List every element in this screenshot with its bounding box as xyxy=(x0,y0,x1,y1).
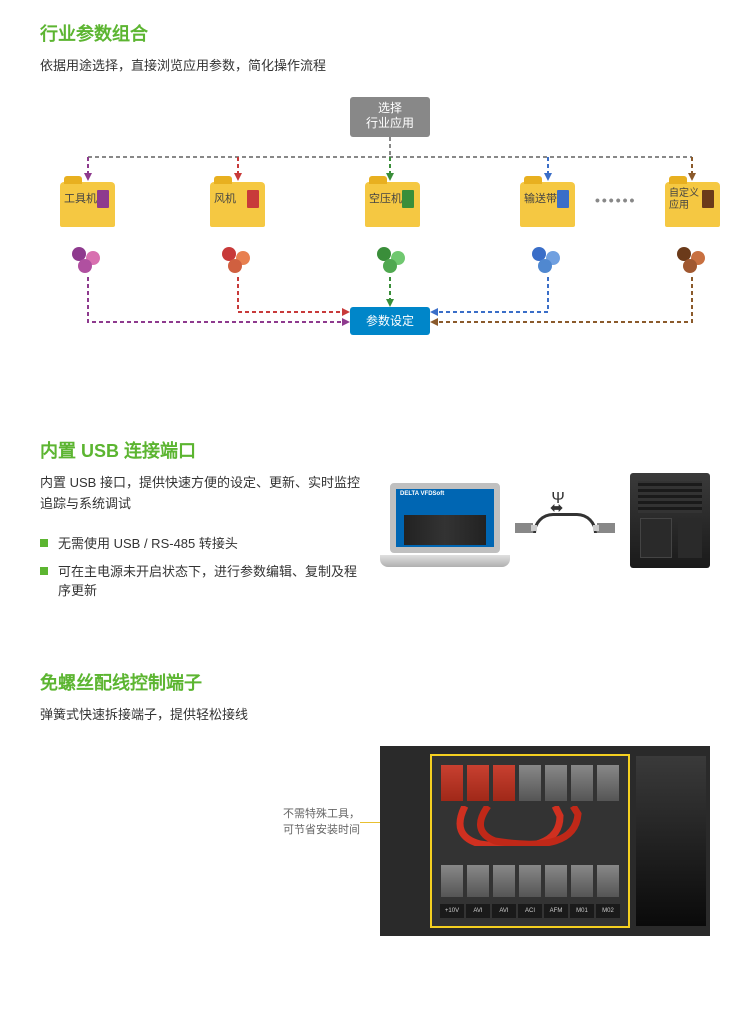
terminal-top-block-1 xyxy=(466,764,490,802)
section-usb-port: 内置 USB 连接端口 内置 USB 接口，提供快速方便的设定、更新、实时监控追… xyxy=(40,437,710,609)
usb-text-block: 内置 USB 接口，提供快速方便的设定、更新、实时监控追踪与系统调试 无需使用 … xyxy=(40,473,360,609)
dot-cluster-1 xyxy=(222,247,252,272)
ellipsis-dots: •••••• xyxy=(595,192,636,208)
terminal-top-block-4 xyxy=(544,764,568,802)
section3-title: 免螺丝配线控制端子 xyxy=(40,669,710,695)
dot-cluster-3 xyxy=(532,247,562,272)
folder-label-2: 空压机 xyxy=(365,190,420,206)
usb-connection-illustration: DELTA VFDSoft ⬌Ψ xyxy=(380,473,710,593)
vfd-drive-icon xyxy=(630,473,710,568)
terminal-top-block-0 xyxy=(440,764,464,802)
bottom-box-param-setting: 参数设定 xyxy=(350,307,430,335)
terminal-bot-block-4 xyxy=(544,864,568,898)
laptop-software-label: DELTA VFDSoft xyxy=(400,491,444,497)
section2-title: 内置 USB 连接端口 xyxy=(40,437,710,463)
terminal-top-block-2 xyxy=(492,764,516,802)
terminal-bot-label-5: M01 xyxy=(570,904,594,918)
terminal-bot-label-6: M02 xyxy=(596,904,620,918)
flowchart-diagram: 选择 行业应用 工具机 风机 空压机 输送带 自定义 应用 •••••• 参数设定 xyxy=(40,97,720,377)
terminal-bot-block-5 xyxy=(570,864,594,898)
folder-3: 输送带 xyxy=(520,182,575,227)
terminal-bot-label-0: +10V xyxy=(440,904,464,918)
terminal-side-panel xyxy=(636,756,706,926)
red-wire-icon xyxy=(440,806,620,846)
section1-desc: 依据用途选择，直接浏览应用参数，简化操作流程 xyxy=(40,56,710,77)
dot-cluster-2 xyxy=(377,247,407,272)
folder-0: 工具机 xyxy=(60,182,115,227)
terminal-photo: +10VAVIAVIACIAFMM01M02 xyxy=(380,746,710,936)
folder-label-4: 自定义 应用 xyxy=(665,188,720,212)
terminal-bot-label-4: AFM xyxy=(544,904,568,918)
folder-2: 空压机 xyxy=(365,182,420,227)
flowchart-connectors xyxy=(40,97,720,377)
terminal-bot-block-2 xyxy=(492,864,516,898)
section-screwless-terminal: 免螺丝配线控制端子 弹簧式快速拆接端子，提供轻松接线 不需特殊工具， 可节省安装… xyxy=(40,669,710,936)
section3-desc: 弹簧式快速拆接端子，提供轻松接线 xyxy=(40,705,710,726)
top-box-select-app: 选择 行业应用 xyxy=(350,97,430,137)
terminal-caption-line2: 可节省安装时间 xyxy=(283,824,360,836)
folder-1: 风机 xyxy=(210,182,265,227)
folder-label-1: 风机 xyxy=(210,190,265,206)
terminal-top-block-3 xyxy=(518,764,542,802)
terminal-highlight-box: +10VAVIAVIACIAFMM01M02 xyxy=(430,754,630,928)
dot-cluster-0 xyxy=(72,247,102,272)
terminal-bot-label-1: AVI xyxy=(466,904,490,918)
section1-title: 行业参数组合 xyxy=(40,20,710,46)
laptop-icon: DELTA VFDSoft xyxy=(380,483,510,573)
folder-label-0: 工具机 xyxy=(60,190,115,206)
usb-cable-icon: ⬌Ψ xyxy=(515,503,615,543)
section2-desc: 内置 USB 接口，提供快速方便的设定、更新、实时监控追踪与系统调试 xyxy=(40,473,360,515)
terminal-bot-block-0 xyxy=(440,864,464,898)
terminal-bot-block-6 xyxy=(596,864,620,898)
folder-label-3: 输送带 xyxy=(520,190,575,206)
terminal-bot-label-3: ACI xyxy=(518,904,542,918)
usb-bullet-1: 无需使用 USB / RS-485 转接头 xyxy=(40,534,360,554)
terminal-bot-label-2: AVI xyxy=(492,904,516,918)
terminal-text-block: 不需特殊工具， 可节省安装时间 xyxy=(40,746,360,839)
usb-bullet-2: 可在主电源未开启状态下，进行参数编辑、复制及程序更新 xyxy=(40,562,360,601)
terminal-caption-line1: 不需特殊工具， xyxy=(283,808,360,820)
terminal-caption: 不需特殊工具， 可节省安装时间 xyxy=(40,806,360,839)
terminal-bot-block-1 xyxy=(466,864,490,898)
terminal-top-block-6 xyxy=(596,764,620,802)
usb-bullet-list: 无需使用 USB / RS-485 转接头 可在主电源未开启状态下，进行参数编辑… xyxy=(40,534,360,601)
section-industry-params: 行业参数组合 依据用途选择，直接浏览应用参数，简化操作流程 xyxy=(40,20,710,377)
folder-4: 自定义 应用 xyxy=(665,182,720,227)
terminal-bot-block-3 xyxy=(518,864,542,898)
dot-cluster-4 xyxy=(677,247,707,272)
terminal-top-block-5 xyxy=(570,764,594,802)
